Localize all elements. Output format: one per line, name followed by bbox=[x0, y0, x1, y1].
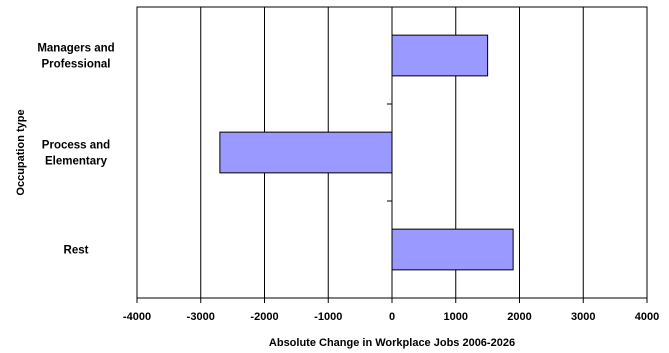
bar bbox=[391, 34, 489, 77]
x-tick-label: -4000 bbox=[123, 311, 151, 323]
category-label-line: Elementary bbox=[45, 156, 108, 168]
x-tick-label: 0 bbox=[389, 311, 395, 323]
y-axis-title: Occupation type bbox=[15, 109, 27, 195]
category-axis bbox=[387, 7, 393, 298]
x-tick-label: -1000 bbox=[314, 311, 342, 323]
x-tick-label: 1000 bbox=[444, 311, 468, 323]
category-label: Process and Elementary bbox=[42, 140, 110, 168]
x-tick-label: -3000 bbox=[187, 311, 215, 323]
x-tick-label: 4000 bbox=[635, 311, 659, 323]
category-label-line: Rest bbox=[64, 245, 89, 257]
category-label: Managers and Professional bbox=[37, 43, 114, 71]
x-tick-label: -2000 bbox=[250, 311, 278, 323]
x-tick-label: 2000 bbox=[507, 311, 531, 323]
category-label-line: Process and bbox=[42, 140, 110, 152]
category-label-line: Professional bbox=[41, 59, 110, 71]
bars bbox=[219, 34, 514, 271]
bar bbox=[391, 228, 514, 271]
category-label: Rest bbox=[64, 245, 89, 257]
x-axis-title: Absolute Change in Workplace Jobs 2006-2… bbox=[269, 337, 515, 349]
x-tick-label: 3000 bbox=[571, 311, 595, 323]
bar bbox=[219, 131, 393, 174]
category-labels: Managers and Professional Process and Eleme… bbox=[37, 43, 114, 257]
category-label-line: Managers and bbox=[37, 43, 114, 55]
x-tick-labels: -4000 -3000 -2000 -1000 0 1000 2000 3000 4000 bbox=[123, 298, 659, 323]
